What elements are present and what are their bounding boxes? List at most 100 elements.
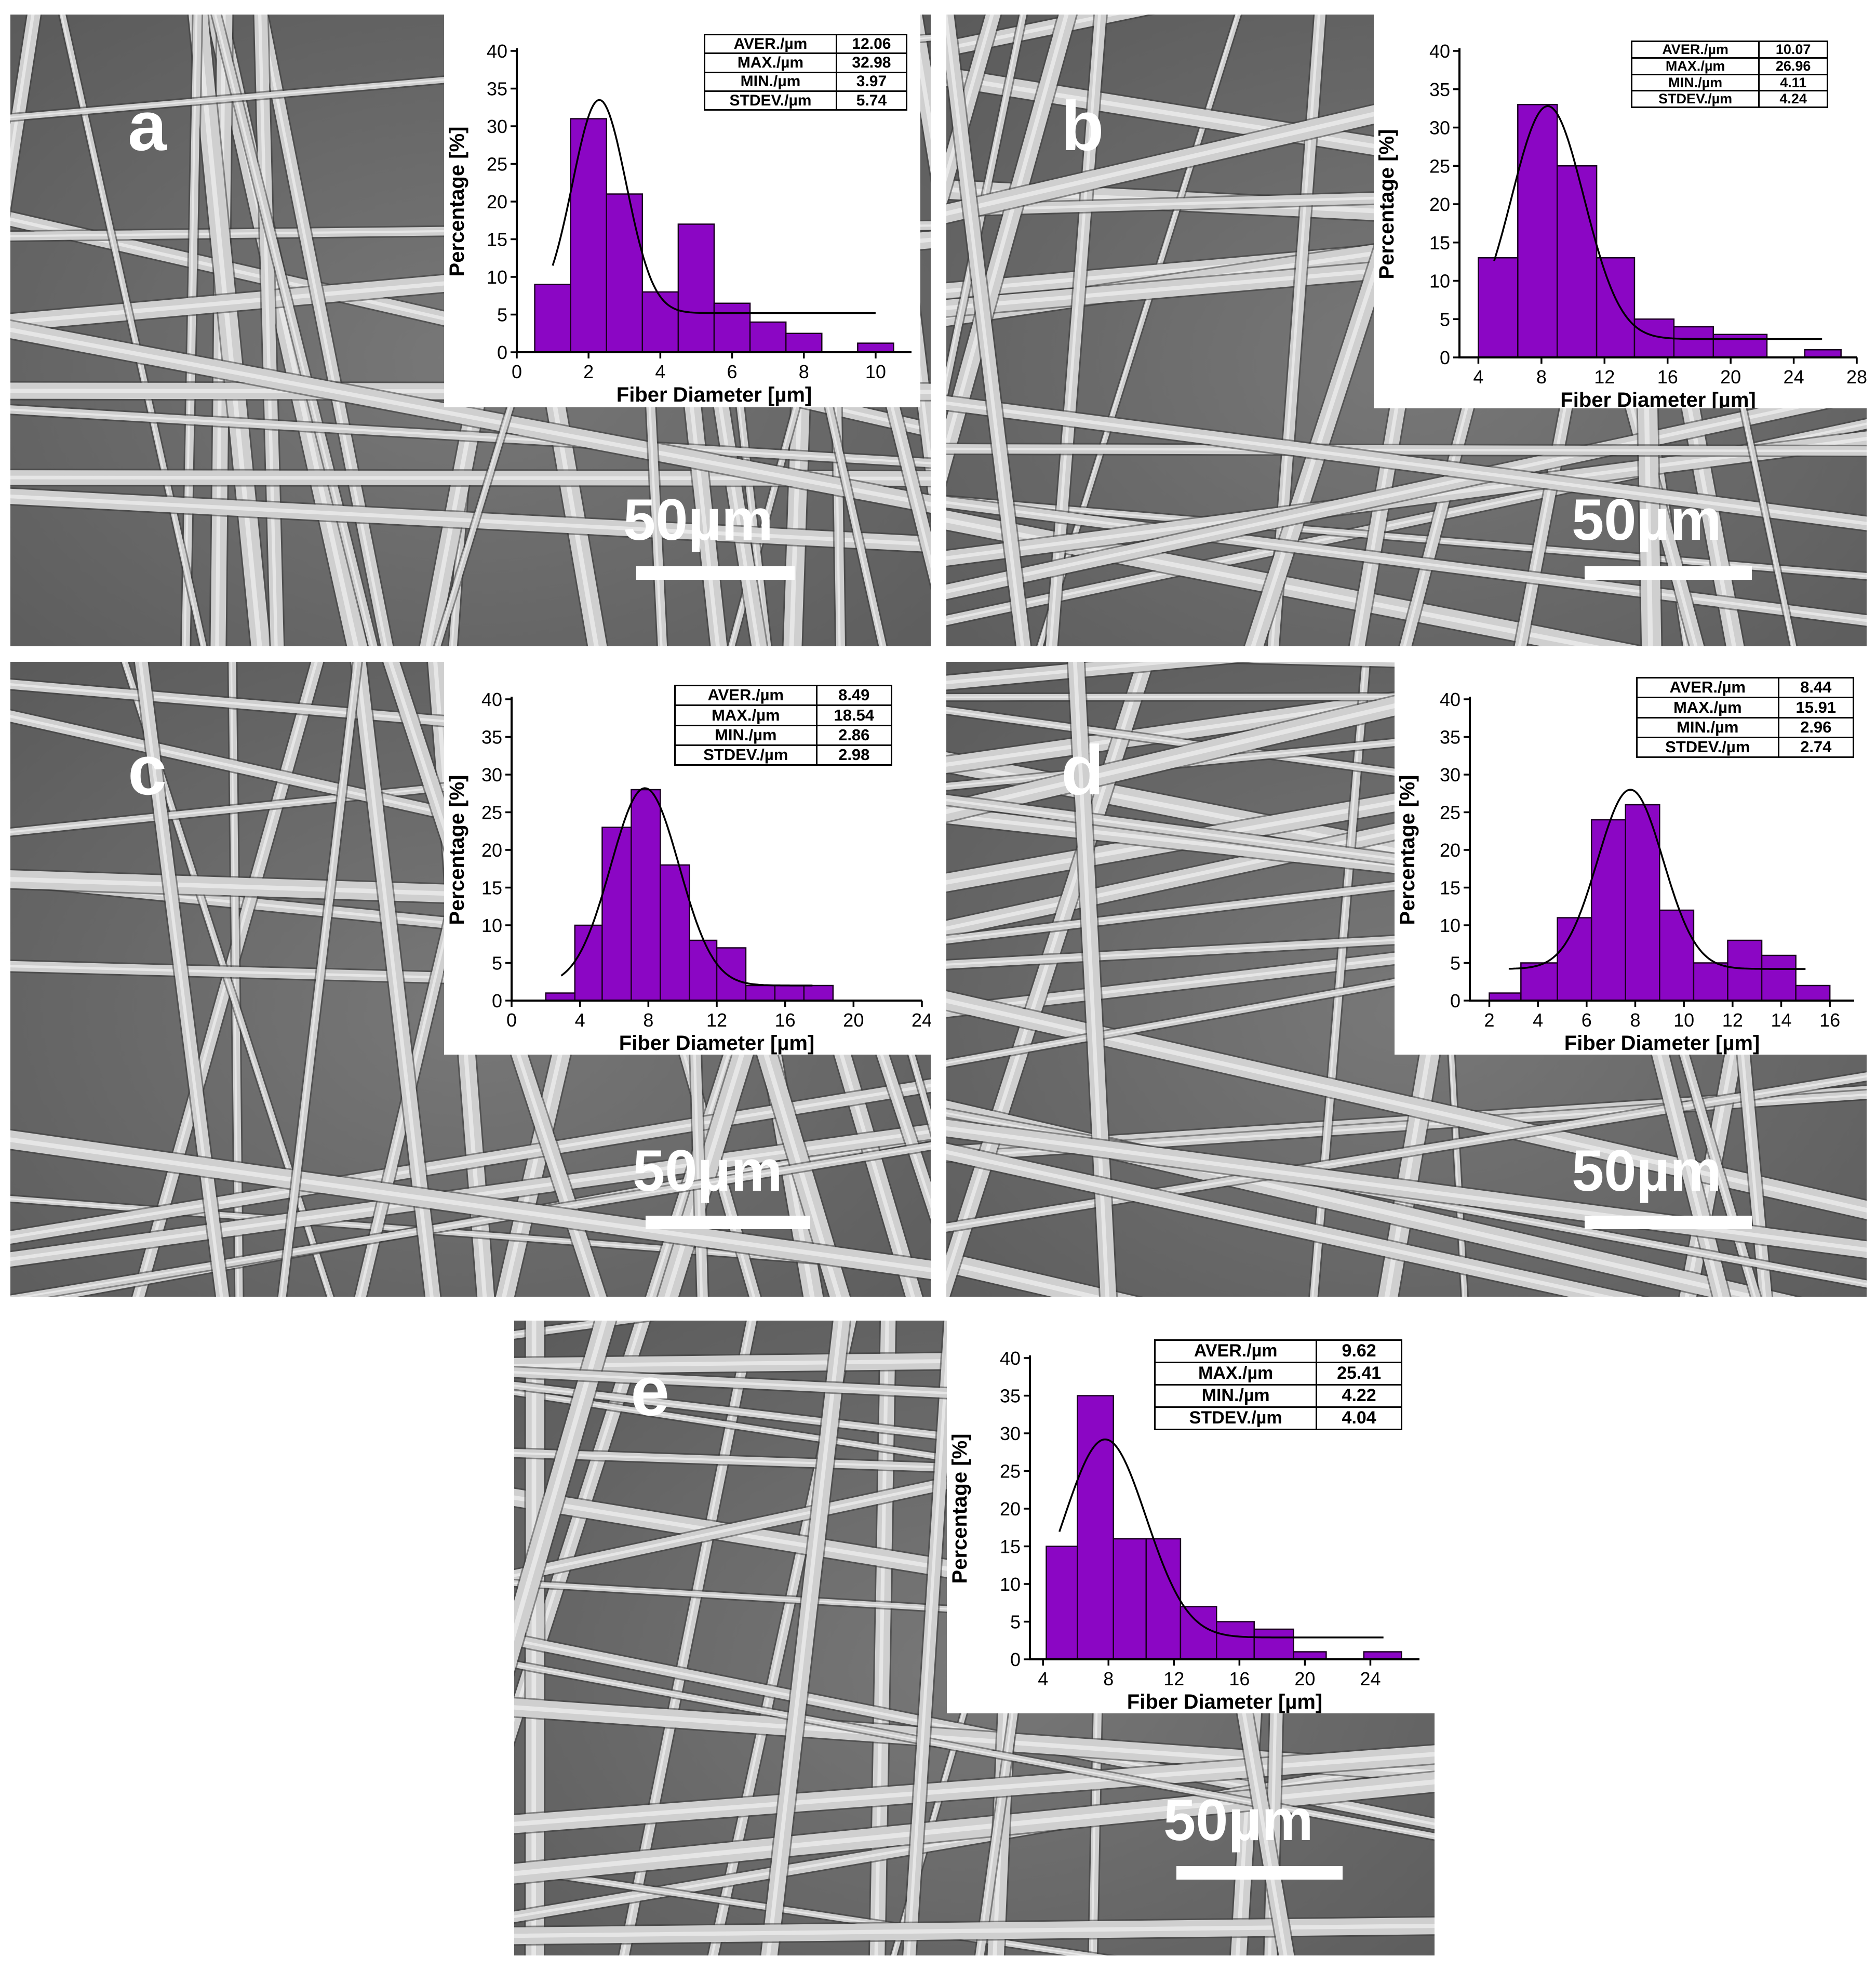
gaussian-fit-line — [552, 99, 876, 314]
x-tick-label: 8 — [643, 1009, 653, 1031]
histogram-bar — [1804, 349, 1842, 358]
y-tick-label: 0 — [1010, 1649, 1021, 1670]
histogram-e: 0 5 10 15 20 25 30 35 40 4 8 12 16 20 24 Fiber Diameter… — [948, 1348, 1419, 1713]
gaussian-fit-line — [560, 787, 813, 987]
histogram-bar — [713, 302, 751, 353]
x-tick-label: 16 — [775, 1009, 796, 1031]
y-tick-label: 0 — [497, 342, 507, 363]
stats-row: AVER./µm 8.44 — [1636, 676, 1855, 699]
stats-row: MAX./µm 18.54 — [674, 704, 893, 726]
histogram-bar — [774, 984, 805, 1002]
histogram-bar — [1596, 257, 1636, 358]
scale-bar-e — [1176, 1866, 1343, 1880]
x-tick-label: 8 — [1103, 1668, 1114, 1689]
histogram-bar — [1145, 1538, 1182, 1660]
histogram-bar — [1761, 954, 1797, 1002]
histogram-d: 0 5 10 15 20 25 30 35 40 2 4 6 8 10 12 14 16 Fiber Diamet… — [1396, 689, 1854, 1055]
y-tick-label: 15 — [487, 229, 507, 250]
stat-name: MAX./µm — [1630, 57, 1760, 75]
histogram-bar — [1489, 992, 1522, 1002]
scale-bar-c — [646, 1216, 810, 1229]
y-tick-label: 35 — [1440, 727, 1460, 748]
y-tick-label: 15 — [1000, 1536, 1021, 1558]
x-tick-label: 16 — [1229, 1668, 1250, 1689]
y-tick-label: 0 — [1440, 347, 1450, 368]
stat-name: AVER./µm — [704, 33, 837, 55]
scale-bar-d — [1585, 1216, 1752, 1229]
x-tick-label: 20 — [1294, 1668, 1315, 1689]
histogram-bar — [545, 992, 576, 1002]
stat-name: STDEV./µm — [1630, 90, 1760, 108]
y-tick-label: 40 — [481, 689, 502, 710]
stats-row: MIN./µm 3.97 — [704, 71, 908, 92]
stat-value: 8.49 — [815, 684, 893, 707]
histogram-bar — [749, 321, 787, 353]
stats-row: STDEV./µm 2.74 — [1636, 736, 1855, 758]
x-axis-label: Fiber Diameter [µm] — [1560, 389, 1756, 408]
stat-name: STDEV./µm — [1154, 1406, 1318, 1430]
stat-value: 18.54 — [815, 704, 893, 726]
stat-value: 4.04 — [1316, 1406, 1402, 1430]
stat-name: MAX./µm — [704, 52, 837, 73]
stats-row: MAX./µm 26.96 — [1630, 57, 1828, 75]
y-tick-label: 25 — [487, 154, 507, 175]
histogram-bar — [1180, 1606, 1217, 1660]
x-tick-label: 20 — [843, 1009, 864, 1031]
stats-row: MIN./µm 2.86 — [674, 724, 893, 746]
histogram-bar — [1077, 1395, 1114, 1660]
stats-row: STDEV./µm 2.98 — [674, 744, 893, 766]
stat-value: 2.74 — [1777, 736, 1855, 758]
stat-name: MIN./µm — [704, 71, 837, 92]
stats-table-c: AVER./µm 8.49 MAX./µm 18.54 MIN./µm 2.86 STDEV… — [674, 684, 893, 766]
panel-letter-a: a — [128, 87, 167, 165]
y-tick-label: 10 — [1000, 1574, 1021, 1595]
histogram-bar — [601, 827, 632, 1002]
x-axis-label: Fiber Diameter [µm] — [619, 1032, 814, 1055]
histogram-bar — [570, 118, 607, 353]
stat-value: 2.96 — [1777, 716, 1855, 738]
stat-name: STDEV./µm — [674, 744, 818, 766]
x-tick-label: 24 — [912, 1009, 931, 1031]
stats-row: AVER./µm 10.07 — [1630, 41, 1828, 59]
histogram-bar — [1253, 1628, 1294, 1660]
y-tick-label: 30 — [481, 764, 502, 786]
x-tick-label: 4 — [655, 361, 665, 382]
scale-bar-label-b: 50µm — [1572, 487, 1722, 552]
y-tick-label: 10 — [481, 915, 502, 936]
stat-name: STDEV./µm — [1636, 736, 1779, 758]
histogram-bar — [1659, 909, 1695, 1002]
y-axis-label: Percentage [%] — [446, 127, 468, 277]
y-tick-label: 40 — [1440, 689, 1460, 710]
stats-row: STDEV./µm 4.04 — [1154, 1406, 1402, 1430]
x-tick-label: 12 — [1594, 366, 1615, 388]
x-tick-label: 12 — [1722, 1009, 1743, 1031]
histogram-bar — [1795, 984, 1831, 1002]
stats-row: AVER./µm 9.62 — [1154, 1339, 1402, 1363]
stat-name: MAX./µm — [674, 704, 818, 726]
stat-value: 3.97 — [835, 71, 908, 92]
stat-value: 2.98 — [815, 744, 893, 766]
y-axis-label: Percentage [%] — [1375, 129, 1398, 279]
histogram-bar — [1517, 104, 1558, 358]
stat-name: MAX./µm — [1154, 1362, 1318, 1386]
y-tick-label: 35 — [1429, 79, 1450, 100]
x-tick-label: 0 — [512, 361, 522, 382]
stat-name: AVER./µm — [1630, 41, 1760, 59]
gaussian-fit-line — [1493, 105, 1823, 340]
stat-value: 8.44 — [1777, 676, 1855, 699]
histogram-b: 0 5 10 15 20 25 30 35 40 4 8 12 16 20 24 28 Fiber Diamet… — [1375, 41, 1867, 408]
histogram-bar — [716, 947, 747, 1002]
stat-value: 25.41 — [1316, 1362, 1402, 1386]
histogram-bar — [1478, 257, 1519, 358]
histogram-bar — [1590, 819, 1626, 1002]
x-tick-label: 20 — [1720, 366, 1741, 388]
stats-row: AVER./µm 8.49 — [674, 684, 893, 707]
y-tick-label: 10 — [487, 267, 507, 288]
histogram-inset-c: 0 5 10 15 20 25 30 35 40 0 4 8 12 16 20 24 Fiber Diamete… — [444, 662, 931, 1055]
x-tick-label: 10 — [865, 361, 886, 382]
histogram-bar — [1556, 165, 1598, 358]
stat-value: 9.62 — [1316, 1339, 1402, 1363]
y-axis-label: Percentage [%] — [446, 775, 468, 925]
histogram-bar — [1520, 962, 1558, 1002]
histogram-bar — [1557, 917, 1592, 1002]
